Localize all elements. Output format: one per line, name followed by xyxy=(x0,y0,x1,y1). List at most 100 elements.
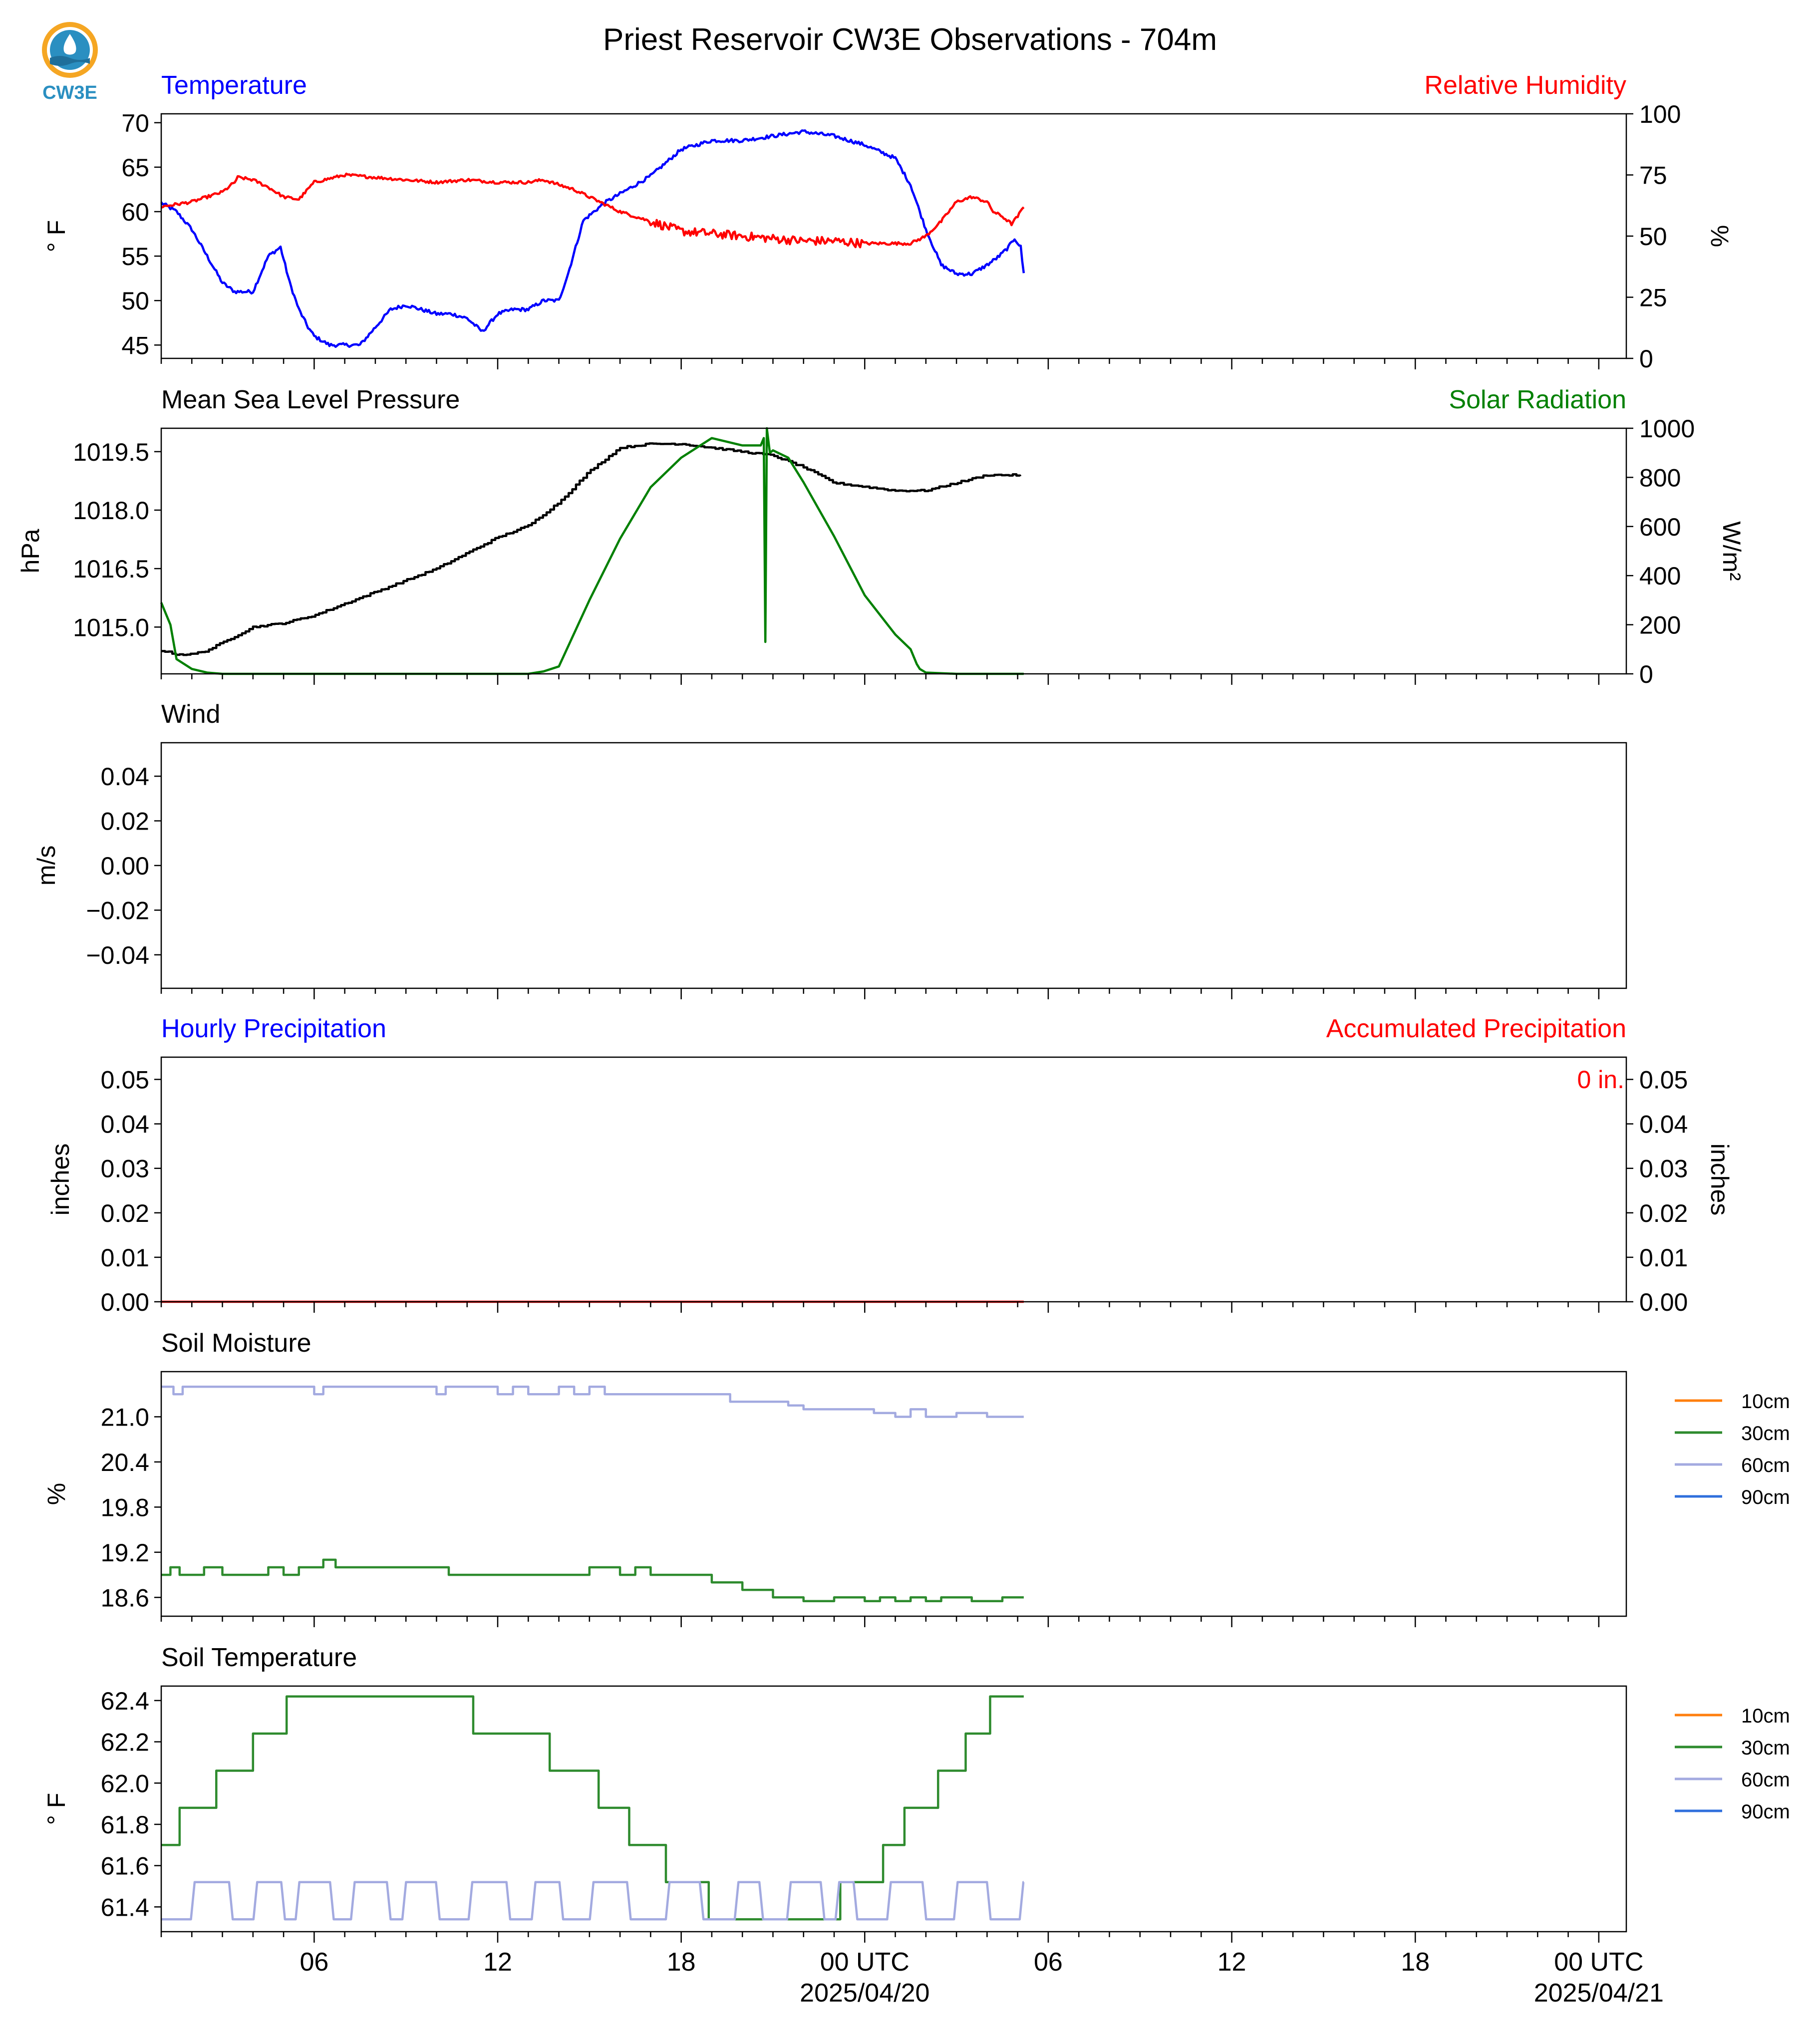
water-drop-icon xyxy=(63,34,76,55)
y-tick-label-left: 19.8 xyxy=(101,1493,149,1521)
series-line-1 xyxy=(161,1695,1024,1921)
y-tick-label-left: 0.00 xyxy=(101,1288,149,1316)
y-tick-label-left: 0.04 xyxy=(101,763,149,791)
panel-title-left: Mean Sea Level Pressure xyxy=(161,385,460,414)
y-tick-label-left: 0.02 xyxy=(101,1199,149,1227)
panel-4: 0.00 0.01 0.02 0.03 0.04 0.05 0.00 0.01 0.02 0.03… xyxy=(46,1014,1734,1316)
y-tick-label-left: 65 xyxy=(121,154,149,182)
y-tick-label-right: 0.00 xyxy=(1639,1288,1688,1316)
panel-2: 1015.0 1016.5 1018.0 1019.5 0 200 400 600 800 100… xyxy=(16,385,1746,688)
plot-frame xyxy=(160,1056,1627,1303)
panel-title-right: Solar Radiation xyxy=(1449,385,1626,414)
y-tick-label-left: 1015.0 xyxy=(73,613,149,641)
y-tick-label-left: 1016.5 xyxy=(73,555,149,583)
y-axis-label-left: % xyxy=(42,1483,70,1505)
y-tick-label-left: 1019.5 xyxy=(73,438,149,466)
y-tick-label-right: 400 xyxy=(1639,562,1681,590)
y-axis-label-left: m/s xyxy=(32,846,60,886)
y-tick-label-left: 0.03 xyxy=(101,1155,149,1183)
y-axis-label-right: % xyxy=(1706,225,1734,247)
y-tick-label-left: 55 xyxy=(121,243,149,271)
legend-label: 90cm xyxy=(1741,1486,1790,1508)
plot-frame xyxy=(160,427,1627,675)
y-tick-label-right: 600 xyxy=(1639,513,1681,541)
series-line-1 xyxy=(161,442,1021,656)
y-tick-label-right: 0 xyxy=(1639,660,1653,688)
y-tick-label-right: 1000 xyxy=(1639,415,1695,443)
y-axis-label-right: W/m² xyxy=(1718,521,1746,580)
x-tick-label: 00 UTC xyxy=(1554,1948,1643,1977)
panel-title-left: Temperature xyxy=(161,71,307,100)
panel-title-left: Wind xyxy=(161,700,220,729)
series-line-2 xyxy=(160,427,1024,675)
panel-5: 18.6 19.2 19.8 20.4 21.0 Soil Moisture% 10cm 30… xyxy=(42,1329,1790,1627)
y-tick-label-left: 1018.0 xyxy=(73,497,149,525)
y-tick-label-right: 0.05 xyxy=(1639,1066,1688,1094)
y-tick-label-left: 0.02 xyxy=(101,808,149,836)
x-tick-label: 06 xyxy=(300,1948,328,1977)
logo-text: CW3E xyxy=(42,82,97,103)
figure-title: Priest Reservoir CW3E Observations - 704… xyxy=(603,22,1217,57)
y-tick-label-right: 100 xyxy=(1639,100,1681,128)
panel-6: 61.4 61.6 61.8 62.0 62.2 62.4 Soil Temperature… xyxy=(42,1643,1790,1943)
y-tick-label-left: −0.04 xyxy=(86,941,149,969)
y-tick-label-left: 0.05 xyxy=(101,1066,149,1094)
series-line-2 xyxy=(161,1558,1024,1603)
plot-frame xyxy=(160,742,1627,989)
y-tick-label-left: 62.4 xyxy=(101,1687,149,1715)
y-tick-label-left: 61.4 xyxy=(101,1893,149,1921)
x-tick-label: 18 xyxy=(667,1948,696,1977)
y-tick-label-left: 61.6 xyxy=(101,1852,149,1880)
panel-title-right: Relative Humidity xyxy=(1424,71,1626,100)
y-tick-label-left: −0.02 xyxy=(86,896,149,924)
y-tick-label-left: 0.00 xyxy=(101,852,149,880)
y-tick-label-left: 70 xyxy=(121,109,149,137)
legend-label: 60cm xyxy=(1741,1769,1790,1791)
panel-title-left: Soil Moisture xyxy=(161,1329,311,1358)
y-axis-label-left: hPa xyxy=(16,529,44,573)
y-tick-label-right: 0.04 xyxy=(1639,1111,1688,1139)
y-tick-label-right: 75 xyxy=(1639,162,1667,190)
y-axis-label-right: inches xyxy=(1706,1144,1734,1216)
y-tick-label-left: 0.04 xyxy=(101,1111,149,1139)
y-tick-label-left: 20.4 xyxy=(101,1449,149,1476)
series-line-1 xyxy=(161,1385,1024,1418)
accumulated-total-label: 0 in. xyxy=(1577,1066,1624,1094)
x-tick-label: 18 xyxy=(1401,1948,1430,1977)
x-tick-label: 00 UTC xyxy=(820,1948,910,1977)
y-tick-label-left: 61.8 xyxy=(101,1811,149,1839)
legend-label: 30cm xyxy=(1741,1737,1790,1759)
y-tick-label-right: 50 xyxy=(1639,223,1667,251)
y-tick-label-left: 45 xyxy=(121,331,149,359)
y-tick-label-left: 60 xyxy=(121,198,149,226)
cw3e-logo: CW3E xyxy=(42,22,98,103)
series-line-2 xyxy=(161,172,1025,249)
y-tick-label-left: 19.2 xyxy=(101,1539,149,1567)
x-date-label: 2025/04/20 xyxy=(800,1979,929,2008)
y-tick-label-left: 18.6 xyxy=(101,1584,149,1612)
legend-label: 30cm xyxy=(1741,1423,1790,1445)
panel-title-left: Soil Temperature xyxy=(161,1643,357,1672)
series-line-1 xyxy=(160,129,1025,348)
y-tick-label-right: 0.02 xyxy=(1639,1199,1688,1227)
y-tick-label-left: 21.0 xyxy=(101,1403,149,1431)
panel-3: −0.04 −0.02 0.00 0.02 0.04 Wind m/s xyxy=(32,700,1627,999)
y-tick-label-left: 0.01 xyxy=(101,1244,149,1272)
panel-title-left: Hourly Precipitation xyxy=(161,1014,386,1043)
plot-frame xyxy=(160,1371,1627,1617)
y-tick-label-right: 0.03 xyxy=(1639,1155,1688,1183)
y-tick-label-right: 25 xyxy=(1639,284,1667,312)
y-tick-label-left: 50 xyxy=(121,287,149,315)
y-tick-label-right: 0 xyxy=(1639,345,1653,373)
y-axis-label-left: ° F xyxy=(42,1793,70,1825)
x-tick-label: 06 xyxy=(1034,1948,1063,1977)
y-axis-label-left: inches xyxy=(46,1144,74,1216)
series-line-2 xyxy=(161,1881,1025,1921)
x-tick-label: 12 xyxy=(1217,1948,1246,1977)
legend-label: 10cm xyxy=(1741,1391,1790,1413)
y-axis-label-left: ° F xyxy=(42,220,70,252)
legend-label: 60cm xyxy=(1741,1454,1790,1476)
x-tick-label: 12 xyxy=(483,1948,512,1977)
y-tick-label-right: 0.01 xyxy=(1639,1244,1688,1272)
